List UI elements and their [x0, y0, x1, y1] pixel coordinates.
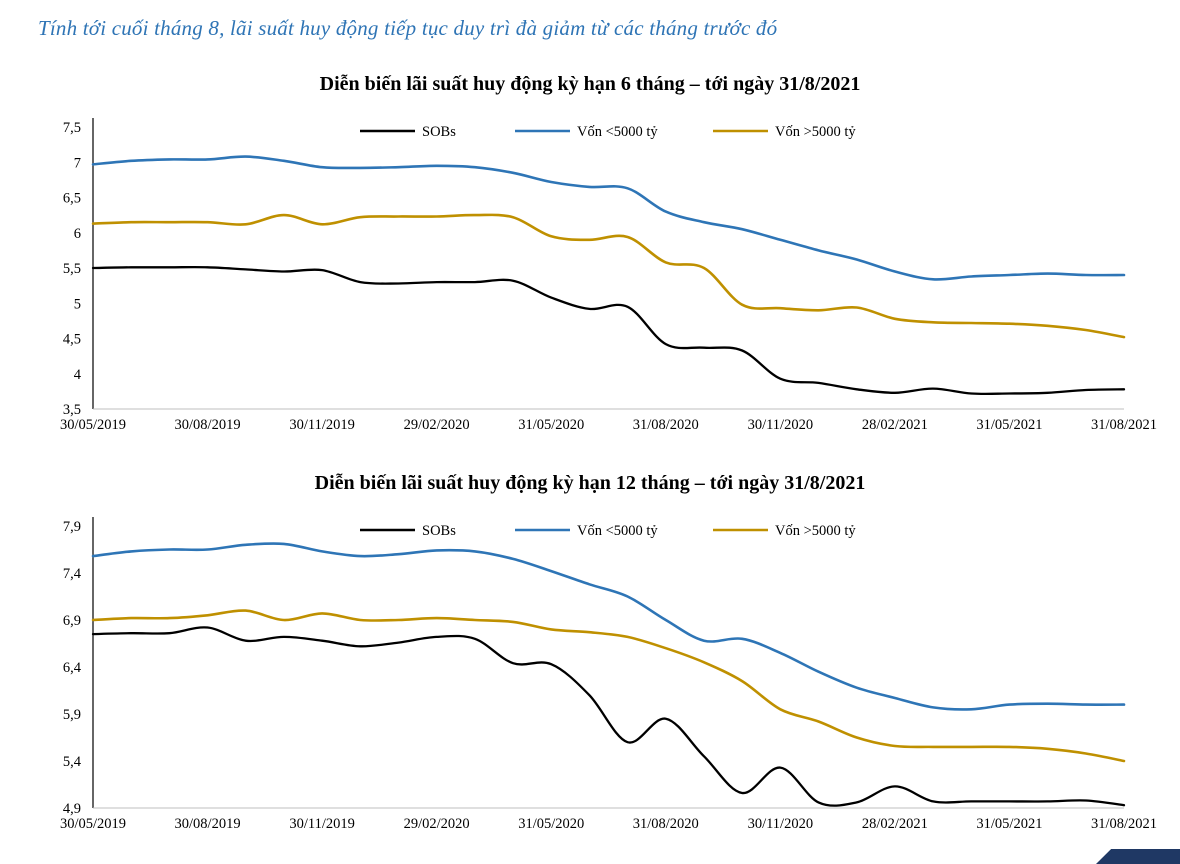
x-tick-label: 30/11/2020: [748, 417, 814, 433]
y-tick-label: 6,4: [63, 660, 82, 676]
series-line-sobs: [91, 265, 1126, 396]
slide-footer-decoration: [1096, 849, 1180, 864]
chart-12-month-title: Diễn biến lãi suất huy động kỳ hạn 12 th…: [314, 472, 866, 494]
chart-6-month-plot: 3,5 4 4,5 5 5,5 6 6,5 7 7,5 30/05/2019 30/08/2019 3…: [60, 118, 1157, 433]
series-line-under-5000: [91, 542, 1126, 711]
y-tick-label: 5,5: [63, 261, 81, 277]
y-tick-label: 6,5: [63, 191, 81, 207]
legend-label: SOBs: [422, 523, 456, 539]
series-line-over-5000: [91, 609, 1126, 763]
x-tick-label: 30/11/2019: [289, 816, 355, 832]
y-tick-label: 5: [74, 296, 81, 312]
x-tick-label: 28/02/2021: [862, 417, 928, 433]
x-tick-label: 31/05/2021: [976, 417, 1042, 433]
y-tick-label: 5,9: [63, 707, 81, 723]
series-line-over-5000: [91, 213, 1126, 339]
y-tick-label: 4,5: [63, 332, 81, 348]
x-tick-label: 31/08/2021: [1091, 816, 1157, 832]
x-tick-label: 30/08/2019: [175, 816, 241, 832]
y-tick-label: 7,9: [63, 519, 81, 535]
legend-label: Vốn >5000 tỷ: [775, 124, 856, 140]
chart-12-month: Diễn biến lãi suất huy động kỳ hạn 12 th…: [0, 472, 1180, 839]
chart-6-month-title: Diễn biến lãi suất huy động kỳ hạn 6 thá…: [319, 73, 861, 95]
chart-6-month: Diễn biến lãi suất huy động kỳ hạn 6 thá…: [0, 73, 1180, 440]
x-tick-label: 31/05/2021: [976, 816, 1042, 832]
y-tick-label: 7,4: [63, 566, 82, 582]
x-tick-label: 29/02/2020: [404, 816, 470, 832]
legend-label: Vốn <5000 tỷ: [577, 124, 658, 140]
x-tick-label: 30/11/2019: [289, 417, 355, 433]
x-tick-label: 31/08/2020: [633, 417, 699, 433]
x-tick-label: 30/05/2019: [60, 816, 126, 832]
x-tick-label: 31/05/2020: [518, 417, 584, 433]
y-tick-label: 5,4: [63, 754, 82, 770]
x-tick-label: 31/08/2021: [1091, 417, 1157, 433]
x-tick-label: 31/08/2020: [633, 816, 699, 832]
x-tick-label: 30/08/2019: [175, 417, 241, 433]
legend-label: Vốn >5000 tỷ: [775, 523, 856, 539]
y-tick-label: 7,5: [63, 120, 81, 136]
y-tick-label: 6: [74, 226, 81, 242]
legend-label: Vốn <5000 tỷ: [577, 523, 658, 539]
series-line-sobs: [91, 626, 1126, 807]
x-tick-label: 29/02/2020: [404, 417, 470, 433]
chart-12-month-plot: 4,9 5,4 5,9 6,4 6,9 7,4 7,9 30/05/2019 30/08/201…: [60, 517, 1157, 832]
x-tick-label: 30/05/2019: [60, 417, 126, 433]
x-tick-label: 30/11/2020: [748, 816, 814, 832]
y-tick-label: 3,5: [63, 402, 81, 418]
x-tick-label: 28/02/2021: [862, 816, 928, 832]
y-tick-label: 6,9: [63, 613, 81, 629]
x-tick-label: 31/05/2020: [518, 816, 584, 832]
y-tick-label: 4,9: [63, 801, 81, 817]
page-title: Tính tới cuối tháng 8, lãi suất huy động…: [38, 16, 778, 40]
y-tick-label: 7: [74, 155, 81, 171]
page: Tính tới cuối tháng 8, lãi suất huy động…: [0, 16, 1180, 864]
legend-label: SOBs: [422, 124, 456, 140]
series-line-under-5000: [91, 155, 1126, 281]
y-tick-label: 4: [74, 367, 82, 383]
